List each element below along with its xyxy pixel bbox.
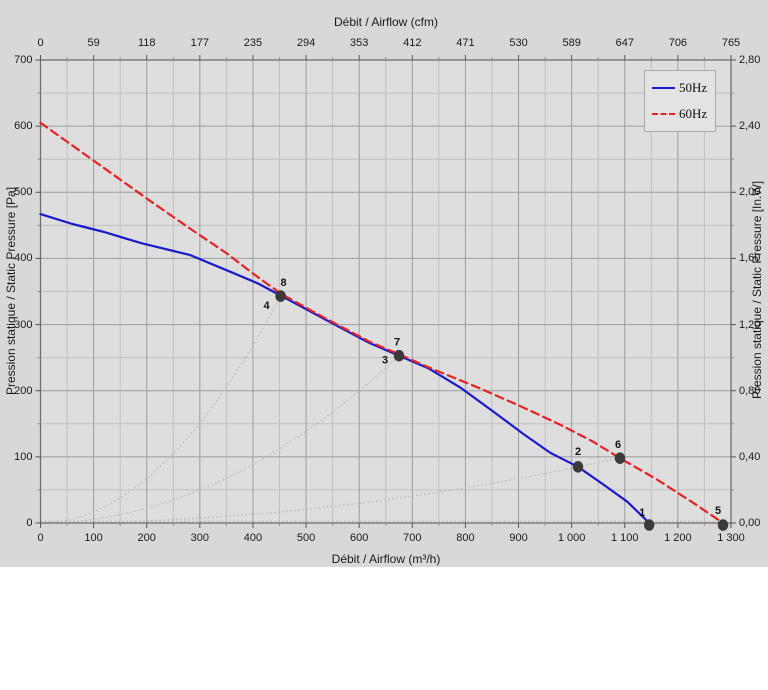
right-axis-tick-label: 1,20 — [739, 318, 761, 331]
top-axis-tick-label: 353 — [350, 37, 369, 49]
operating-point-dot-3 — [393, 349, 405, 362]
operating-point-dot-1 — [644, 519, 655, 531]
top-axis-tick-label: 706 — [668, 37, 688, 49]
bottom-axis-tick-label: 500 — [296, 532, 316, 544]
legend-item-50hz: 50Hz — [652, 80, 715, 96]
top-axis-tick-label: 647 — [615, 37, 634, 49]
top-axis-tick-label: 177 — [190, 37, 210, 49]
right-axis-tick-label: 2,00 — [739, 186, 761, 199]
legend-label-50hz: 50Hz — [679, 80, 708, 95]
left-axis-tick-label: 600 — [14, 120, 33, 133]
legend-line-50hz-icon — [652, 87, 675, 89]
operating-point-label-8: 8 — [281, 277, 287, 289]
operating-point-dot-4 — [275, 290, 286, 302]
left-axis-tick-label: 400 — [14, 252, 33, 265]
top-axis-tick-label: 471 — [456, 37, 475, 49]
left-axis-tick-label: 0 — [26, 517, 33, 529]
top-axis-tick-label: 118 — [137, 37, 156, 49]
operating-point-label-6: 6 — [615, 439, 621, 451]
left-axis-tick-label: 200 — [14, 384, 33, 397]
bottom-axis-tick-label: 1 100 — [611, 532, 639, 544]
bottom-axis-tick-label: 100 — [84, 532, 103, 544]
top-axis-tick-label: 765 — [721, 37, 741, 49]
right-axis-tick-label: 0,40 — [739, 450, 761, 463]
operating-point-dot-5 — [717, 519, 729, 531]
top-axis-tick-label: 412 — [403, 37, 422, 49]
bottom-axis-tick-label: 1 000 — [557, 532, 586, 544]
top-axis-tick-label: 235 — [243, 37, 263, 49]
system-curve-through-3-7 — [40, 355, 400, 523]
left-axis-tick-label: 100 — [14, 450, 33, 463]
left-axis-tick-label: 300 — [14, 318, 33, 331]
operating-point-label-7: 7 — [394, 337, 400, 349]
top-axis-tick-label: 0 — [37, 37, 44, 49]
bottom-axis-tick-label: 0 — [37, 532, 44, 544]
bottom-axis-tick-label: 900 — [509, 532, 528, 544]
bottom-axis-tick-label: 300 — [190, 532, 210, 544]
right-axis-tick-label: 0,00 — [739, 517, 761, 529]
top-axis-tick-label: 530 — [509, 37, 528, 49]
left-axis-tick-label: 700 — [14, 54, 33, 66]
operating-point-label-4: 4 — [264, 300, 271, 312]
operating-point-dot-6 — [614, 452, 626, 465]
right-axis-tick-label: 2,40 — [739, 120, 761, 133]
legend-line-60hz-icon — [652, 113, 675, 115]
bottom-axis-tick-label: 700 — [403, 532, 422, 544]
left-axis-title: Pression statique / Static Pressure [Pa] — [4, 186, 18, 396]
left-axis-tick-label: 500 — [14, 186, 33, 199]
bottom-axis-tick-label: 200 — [137, 532, 156, 544]
series-50Hz — [39, 213, 651, 525]
top-axis-title: Débit / Airflow (cfm) — [333, 15, 439, 29]
right-axis-tick-label: 0,80 — [739, 384, 761, 397]
legend-item-60hz: 60Hz — [652, 106, 715, 122]
operating-point-label-2: 2 — [575, 446, 581, 458]
top-axis-tick-label: 59 — [87, 37, 100, 49]
top-axis-tick-label: 294 — [296, 37, 316, 49]
series-60Hz — [39, 121, 725, 525]
bottom-axis-tick-label: 400 — [243, 532, 263, 544]
bottom-axis-tick-label: 1 300 — [717, 532, 745, 544]
bottom-axis-tick-label: 1 200 — [664, 532, 692, 544]
right-axis-tick-label: 1,60 — [739, 252, 761, 265]
right-axis-title: Pression statique / Static Pressure [In.… — [750, 180, 764, 400]
top-axis-tick-label: 589 — [562, 37, 581, 49]
operating-point-dot-2 — [572, 461, 584, 473]
bottom-axis-title: Débit / Airflow (m³/h) — [331, 552, 441, 566]
legend: 50Hz 60Hz — [644, 70, 716, 132]
bottom-axis-tick-label: 800 — [456, 532, 475, 544]
system-curve-through-4-8 — [40, 295, 282, 523]
right-axis-tick-label: 2,80 — [739, 54, 761, 66]
bottom-axis-tick-label: 600 — [350, 532, 369, 544]
operating-point-label-3: 3 — [382, 355, 388, 367]
operating-point-label-1: 1 — [639, 507, 645, 519]
operating-point-label-5: 5 — [715, 505, 721, 517]
legend-label-60hz: 60Hz — [679, 106, 708, 121]
